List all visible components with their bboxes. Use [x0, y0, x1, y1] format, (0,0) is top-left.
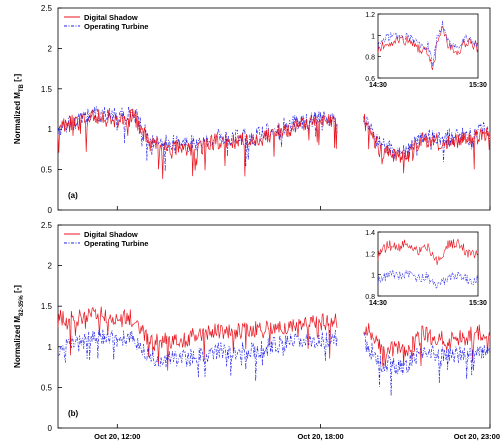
- digital-shadow-line-1: [57, 108, 338, 180]
- operating-turbine-line-1: [57, 105, 338, 172]
- inset-y-tick-label: 1.2: [365, 251, 375, 258]
- digital-shadow-inset-line: [377, 25, 479, 70]
- y-axis-label: Normalized M82-35% [-]: [13, 285, 25, 368]
- legend-label: Operating Turbine: [84, 22, 148, 31]
- inset-y-tick-label: 0.6: [365, 76, 375, 83]
- inset-y-tick-label: 0.8: [365, 55, 375, 62]
- operating-turbine-inset-line: [377, 269, 479, 290]
- y-tick-label: 1.5: [41, 85, 53, 94]
- inset-y-tick-label: 1: [371, 33, 375, 40]
- y-tick-label: 2.5: [41, 221, 53, 230]
- y-tick-label: 2: [48, 262, 53, 271]
- operating-turbine-line-2: [363, 332, 491, 397]
- inset-y-tick-label: 1.4: [365, 230, 375, 237]
- inset-y-tick-label: 1: [371, 273, 375, 280]
- legend-label: Digital Shadow: [84, 230, 138, 239]
- y-tick-label: 0: [48, 206, 53, 215]
- panel-label: (b): [68, 409, 79, 418]
- y-tick-label: 2: [48, 44, 53, 53]
- x-tick-label: Oct 20, 18:00: [297, 432, 343, 441]
- y-tick-label: 1.5: [41, 302, 53, 311]
- digital-shadow-line-1: [57, 306, 338, 371]
- operating-turbine-line-1: [57, 329, 338, 382]
- y-tick-label: 0.5: [41, 166, 53, 175]
- legend-label: Digital Shadow: [84, 13, 138, 22]
- inset-x-tick-label: 15:30: [469, 300, 487, 307]
- inset-plot-area: [377, 231, 479, 297]
- operating-turbine-line-2: [363, 116, 491, 162]
- inset-y-tick-label: 1.2: [365, 12, 375, 19]
- inset: 0.6 0.8 1 1.2 14:30 15:30: [365, 12, 487, 89]
- operating-turbine-inset-line: [377, 20, 479, 67]
- legend-box: [60, 10, 160, 32]
- y-tick-label: 1: [48, 343, 53, 352]
- y-axis-label: Normalized MTB [-]: [13, 74, 25, 145]
- panel-a: 0 0.5 1 1.5 2 2.5 Normalized MTB [-] (a) Digital…: [13, 4, 491, 215]
- inset-plot-area: [377, 13, 479, 79]
- digital-shadow-inset-line: [377, 238, 479, 265]
- inset: 0.8 1 1.2 1.4 14:30 15:30: [365, 230, 487, 307]
- inset-y-tick-label: 0.8: [365, 294, 375, 301]
- y-tick-label: 0.5: [41, 383, 53, 392]
- panel-label: (a): [68, 191, 78, 200]
- legend-label: Operating Turbine: [84, 239, 148, 248]
- inset-x-tick-label: 14:30: [369, 300, 387, 307]
- inset-x-tick-label: 15:30: [469, 82, 487, 89]
- plot-area: [57, 7, 491, 211]
- digital-shadow-line-2: [363, 113, 491, 174]
- y-tick-label: 2.5: [41, 4, 53, 13]
- digital-shadow-line-2: [363, 323, 491, 367]
- legend-box: [60, 227, 160, 249]
- inset-x-tick-label: 14:30: [369, 82, 387, 89]
- y-tick-label: 0: [48, 424, 53, 433]
- x-tick-label: Oct 20, 12:00: [94, 432, 140, 441]
- x-tick-label: Oct 20, 23:00: [454, 432, 500, 441]
- panel-b: 0 0.5 1 1.5 2 2.5 Oct 20, 12:00 Oct 20, 18:00 Oc…: [13, 221, 500, 441]
- y-tick-label: 1: [48, 125, 53, 134]
